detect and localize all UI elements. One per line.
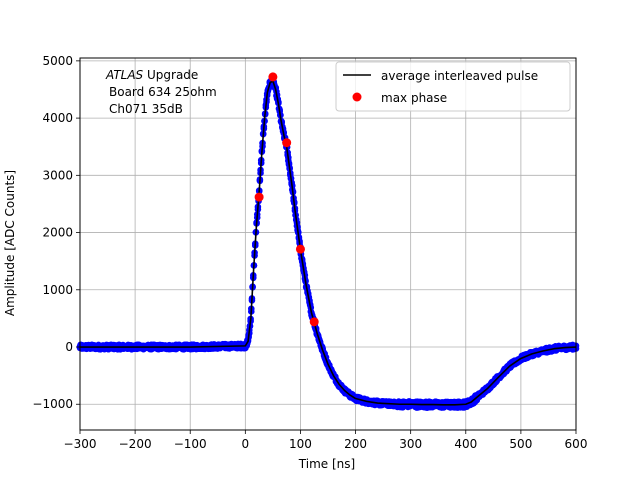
x-tick-label: −300	[64, 437, 97, 451]
max-phase-point	[309, 317, 319, 327]
max-phase-point	[282, 138, 292, 148]
y-tick-label: 0	[65, 340, 73, 354]
y-tick-label: 5000	[42, 54, 73, 68]
legend: average interleaved pulse max phase	[335, 61, 571, 112]
y-tick-label: 2000	[42, 226, 73, 240]
max-phase-point	[268, 72, 278, 82]
y-axis-ticks: −1000 0 1000 2000 3000 4000 5000	[32, 54, 80, 411]
annotation-line-1: ATLAS Upgrade	[105, 68, 198, 82]
axes-frame	[79, 57, 577, 431]
y-tick-label: 1000	[42, 283, 73, 297]
annotation-block: ATLAS Upgrade Board 634 25ohm Ch071 35dB	[105, 68, 217, 116]
y-tick-label: 4000	[42, 111, 73, 125]
x-tick-label: 400	[454, 437, 477, 451]
x-axis-label: Time [ns]	[298, 457, 355, 471]
x-tick-label: −100	[174, 437, 207, 451]
average-pulse-line	[80, 80, 577, 406]
x-tick-label: −200	[119, 437, 152, 451]
y-tick-label: 3000	[42, 168, 73, 182]
x-tick-label: 500	[509, 437, 532, 451]
y-axis-label: Amplitude [ADC Counts]	[3, 170, 17, 316]
max-phase-point	[295, 244, 305, 254]
annotation-line-2: Board 634 25ohm	[109, 85, 217, 99]
x-tick-label: 100	[289, 437, 312, 451]
x-tick-label: 0	[242, 437, 250, 451]
legend-label-max-phase: max phase	[381, 91, 447, 105]
x-tick-label: 200	[344, 437, 367, 451]
legend-marker-max-phase	[352, 92, 362, 102]
x-tick-label: 600	[565, 437, 588, 451]
max-phase-points	[254, 72, 319, 327]
average-pulse-polyline	[80, 80, 577, 406]
legend-label-average-pulse: average interleaved pulse	[381, 69, 538, 83]
annotation-line-3: Ch071 35dB	[109, 102, 183, 116]
legend-box	[335, 61, 571, 112]
x-tick-label: 300	[399, 437, 422, 451]
max-phase-point	[254, 192, 264, 202]
y-tick-label: −1000	[32, 397, 73, 411]
x-axis-ticks: −300 −200 −100 0 100 200 300 400 500 600	[64, 430, 588, 451]
